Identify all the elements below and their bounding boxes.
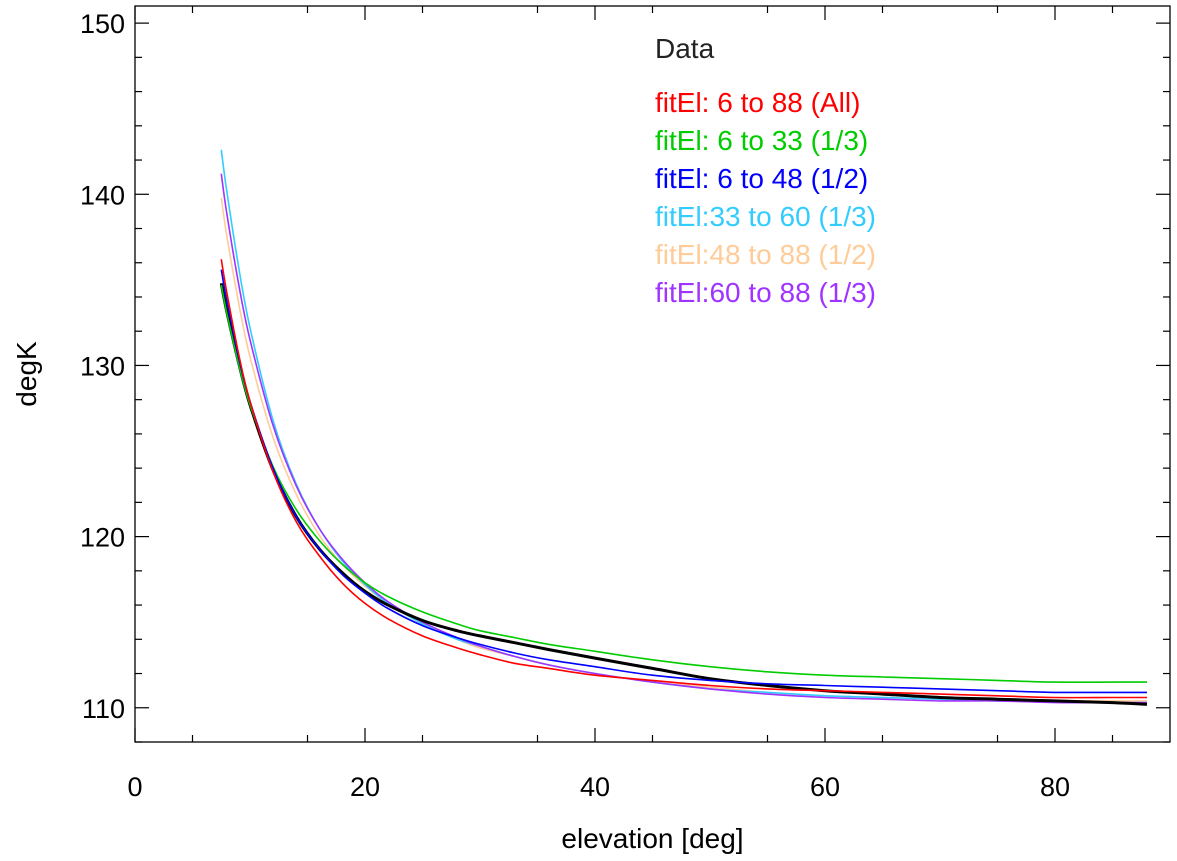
y-tick-label: 130 [80, 351, 125, 381]
y-axis-label: degK [11, 341, 42, 407]
series-lines [219, 149, 1148, 706]
series-fit-6-48 [220, 269, 1147, 694]
series-fit-6-33 [220, 284, 1147, 684]
y-tick-label: 120 [80, 523, 125, 553]
legend-entry-fit-33-60: fitEl:33 to 60 (1/3) [655, 201, 876, 232]
series-fit-33-60 [220, 149, 1148, 704]
series-data [219, 283, 1148, 706]
legend-entry-fit-6-33: fitEl: 6 to 33 (1/3) [655, 125, 868, 156]
legend-entry-fit-all: fitEl: 6 to 88 (All) [655, 87, 860, 118]
x-tick-labels: 0 20 40 60 80 [127, 772, 1070, 802]
legend-entry-fit-60-88: fitEl:60 to 88 (1/3) [655, 277, 876, 308]
y-tick-label: 140 [80, 180, 125, 210]
x-tick-label: 80 [1040, 772, 1070, 802]
y-tick-label: 110 [82, 694, 125, 724]
plot-frame [134, 5, 1171, 743]
x-tick-label: 60 [810, 772, 840, 802]
legend: Data fitEl: 6 to 88 (All) fitEl: 6 to 33… [655, 33, 876, 308]
x-axis-label: elevation [deg] [561, 823, 743, 854]
x-tick-label: 40 [580, 772, 610, 802]
x-tick-label: 0 [127, 772, 142, 802]
major-ticks [134, 6, 1170, 742]
legend-entry-fit-6-48: fitEl: 6 to 48 (1/2) [655, 163, 868, 194]
y-tick-labels: 110 120 130 140 150 [80, 9, 125, 724]
series-fit-60-88 [220, 173, 1147, 704]
minor-ticks [135, 6, 1170, 743]
legend-entry-data: Data [655, 33, 715, 64]
x-tick-label: 20 [350, 772, 380, 802]
y-tick-label: 150 [80, 9, 125, 39]
series-fit-48-88 [220, 197, 1147, 702]
series-fit-all [220, 259, 1147, 699]
legend-entry-fit-48-88: fitEl:48 to 88 (1/2) [655, 239, 876, 270]
